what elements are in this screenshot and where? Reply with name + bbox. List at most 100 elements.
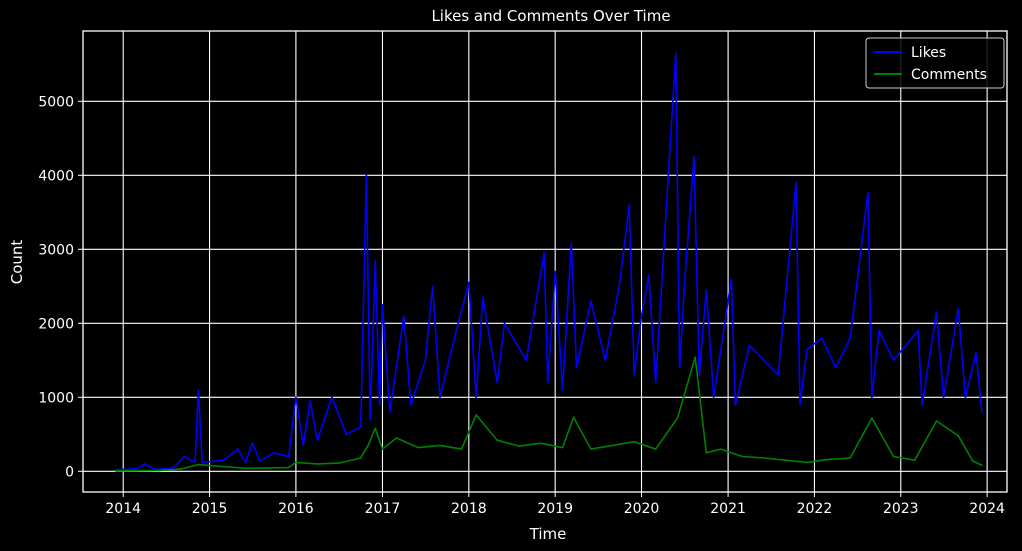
data-point-likes [892, 359, 895, 362]
y-tick-label: 4000 [38, 168, 74, 184]
data-point-likes [795, 181, 797, 184]
y-tick-label: 0 [65, 464, 74, 480]
data-point-comments [316, 463, 319, 465]
data-point-likes [654, 381, 657, 384]
x-tick-label: 2018 [451, 501, 487, 517]
data-point-likes [237, 448, 239, 450]
data-point-likes [806, 348, 808, 351]
data-point-likes [345, 433, 348, 436]
data-point-likes [777, 374, 779, 376]
data-point-comments [287, 466, 290, 469]
data-point-comments [806, 461, 808, 464]
data-point-likes [942, 396, 945, 399]
y-axis-label: Count [8, 240, 26, 285]
legend-label-likes: Likes [911, 45, 946, 61]
data-point-likes [734, 403, 737, 406]
data-point-comments [179, 468, 182, 470]
data-point-likes [867, 191, 869, 194]
data-point-comments [971, 460, 974, 462]
data-point-comments [913, 459, 916, 462]
data-point-comments [359, 457, 362, 459]
data-point-likes [197, 389, 200, 391]
data-point-likes [453, 337, 456, 339]
data-point-likes [525, 359, 528, 362]
data-point-comments [115, 470, 117, 472]
chart-title: Likes and Comments Over Time [431, 7, 670, 25]
data-point-comments [518, 445, 520, 447]
data-point-comments [784, 459, 787, 462]
data-point-likes [378, 403, 381, 406]
data-point-likes [136, 467, 138, 470]
data-point-comments [244, 467, 247, 470]
data-point-likes [633, 374, 635, 376]
data-point-likes [964, 396, 967, 399]
data-point-likes [222, 459, 225, 462]
data-point-likes [871, 396, 873, 399]
data-point-likes [834, 366, 837, 369]
data-point-comments [439, 444, 441, 447]
data-point-likes [648, 274, 650, 277]
data-point-comments [654, 448, 657, 450]
data-point-comments [197, 463, 200, 466]
data-point-comments [417, 446, 420, 449]
data-point-likes [244, 461, 247, 464]
data-point-likes [570, 242, 573, 245]
x-tick-label: 2023 [883, 501, 919, 517]
data-point-likes [763, 359, 765, 362]
data-point-likes [482, 296, 484, 299]
data-point-likes [604, 359, 607, 362]
data-point-comments [590, 448, 592, 450]
data-point-likes [921, 403, 923, 406]
data-point-likes [878, 329, 880, 332]
data-point-likes [917, 329, 919, 332]
data-point-comments [374, 427, 377, 430]
data-point-likes [957, 307, 960, 310]
data-point-likes [410, 403, 412, 406]
data-point-likes [683, 281, 686, 284]
data-point-likes [561, 389, 564, 391]
data-point-comments [395, 437, 398, 439]
data-point-likes [705, 289, 708, 291]
data-point-likes [678, 366, 681, 369]
data-point-likes [302, 444, 305, 447]
data-point-likes [975, 352, 977, 354]
data-point-comments [676, 417, 679, 419]
data-point-likes [258, 460, 261, 462]
data-point-likes [369, 418, 372, 421]
x-tick-label: 2021 [710, 501, 746, 517]
x-axis-label: Time [529, 525, 567, 543]
data-point-comments [539, 442, 542, 445]
data-point-likes [849, 337, 851, 339]
data-point-likes [359, 426, 362, 428]
y-tick-label: 1000 [38, 390, 74, 406]
data-point-likes [381, 304, 384, 306]
data-point-likes [981, 411, 983, 413]
data-point-comments [705, 452, 708, 454]
x-tick-label: 2022 [797, 501, 833, 517]
data-point-likes [403, 315, 405, 317]
data-point-likes [547, 381, 549, 384]
x-tick-label: 2014 [105, 501, 141, 517]
data-point-likes [496, 381, 499, 384]
data-point-comments [496, 439, 499, 442]
data-point-likes [712, 396, 715, 399]
data-point-likes [316, 439, 319, 442]
data-point-comments [633, 440, 635, 443]
x-tick-label: 2019 [537, 501, 573, 517]
data-point-comments [720, 448, 722, 450]
data-point-comments [475, 414, 478, 416]
y-tick-label: 2000 [38, 316, 74, 332]
data-point-comments [892, 455, 895, 458]
data-point-likes [143, 463, 146, 465]
data-point-likes [172, 467, 175, 469]
x-tick-label: 2015 [192, 501, 228, 517]
data-point-likes [424, 359, 427, 362]
data-point-likes [273, 452, 275, 454]
series-line-comments [115, 356, 983, 472]
data-point-likes [439, 396, 441, 399]
data-point-comments [158, 469, 160, 472]
data-point-likes [619, 281, 621, 284]
